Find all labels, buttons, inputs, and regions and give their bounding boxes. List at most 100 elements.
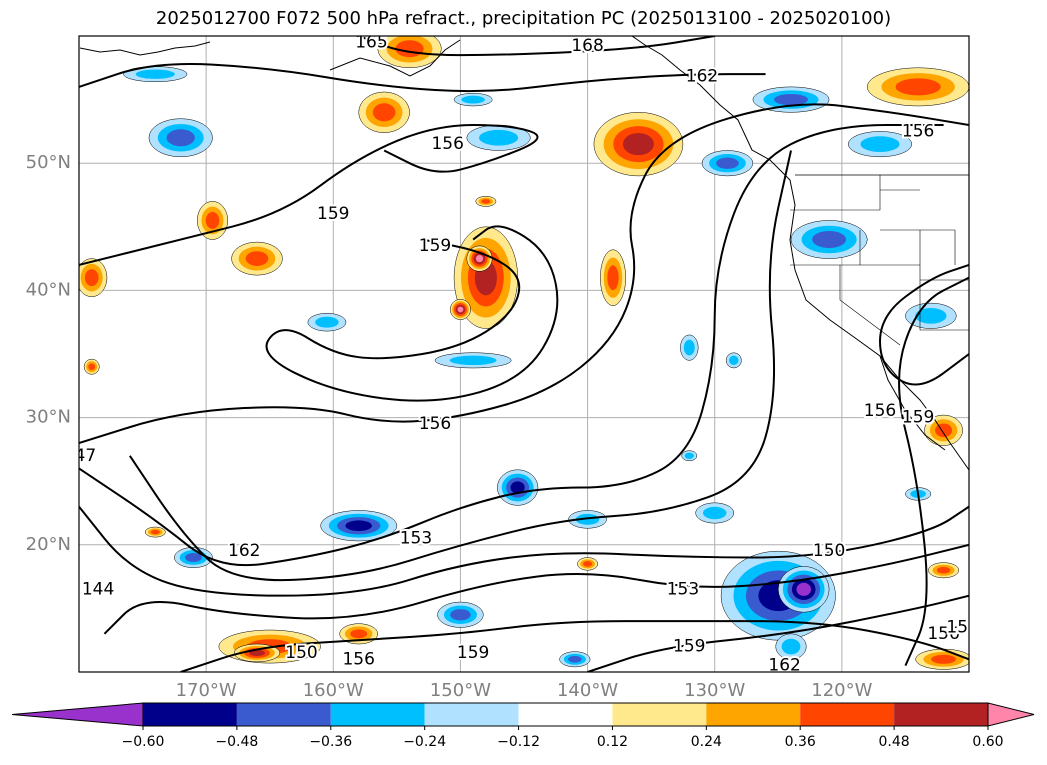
negative-precip-anomaly	[790, 220, 868, 259]
contour-label: 153	[946, 617, 978, 637]
precip-level-2	[684, 452, 694, 459]
precip-level-3	[716, 157, 739, 169]
contour-135	[878, 264, 969, 386]
colorbar-tick-label: −0.24	[403, 734, 446, 750]
alaska-coastline	[79, 39, 461, 77]
precip-level-3	[150, 529, 160, 535]
contour-label: 156	[419, 414, 451, 434]
contour-162	[79, 62, 766, 93]
colorbar-segment	[236, 703, 331, 726]
contour-label: 156	[864, 401, 896, 421]
lon-tick-label: 160°W	[303, 680, 364, 701]
contour-144	[103, 543, 969, 635]
precip-level-3	[372, 103, 396, 122]
negative-precip-anomaly	[497, 469, 539, 506]
contour-label: 159	[317, 204, 349, 224]
contour-label: 162	[686, 67, 718, 87]
baja-coastline	[879, 355, 946, 451]
contour-159	[79, 124, 539, 266]
contour-label: 159	[419, 236, 451, 256]
precip-level-2	[479, 129, 519, 146]
map-title: 2025012700 F072 500 hPa refract., precip…	[155, 8, 892, 29]
precip-level-3	[88, 363, 96, 371]
negative-precip-anomaly	[681, 450, 698, 462]
map-frame	[78, 35, 970, 673]
precip-level-2	[781, 638, 801, 655]
colorbar-tick-label: 0.60	[972, 734, 1003, 750]
contour-label: 162	[228, 541, 260, 561]
precip-level-3	[184, 552, 202, 563]
negative-precip-anomaly	[559, 651, 591, 668]
colorbar-tick-label: −0.60	[122, 734, 165, 750]
contour-165	[358, 36, 715, 57]
positive-precip-anomaly	[577, 557, 598, 571]
precip-level-3	[583, 561, 593, 567]
precip-level-2	[683, 339, 695, 356]
positive-precip-anomaly	[144, 526, 166, 538]
contour-159	[265, 225, 559, 402]
colorbar-outline	[142, 702, 989, 727]
negative-precip-anomaly	[437, 601, 484, 628]
negative-precip-anomaly	[725, 352, 742, 369]
north-america-coastline	[631, 36, 969, 471]
colorbar-tick-label: −0.36	[309, 734, 352, 750]
precip-level-3	[450, 609, 471, 621]
precip-level-3	[931, 654, 957, 664]
colorbar-segment	[143, 703, 237, 726]
colorbar	[11, 702, 1035, 727]
precip-level-4	[510, 481, 525, 494]
precip-level-5	[475, 254, 484, 263]
positive-precip-anomaly	[358, 91, 410, 133]
contour-label: 47	[75, 446, 97, 466]
precip-level-2	[729, 355, 739, 366]
negative-precip-anomaly	[695, 502, 735, 524]
contour-label: 165	[355, 32, 387, 52]
colorbar-segment	[800, 703, 895, 726]
positive-precip-anomaly	[915, 648, 969, 670]
negative-precip-anomaly	[453, 92, 493, 107]
longitude-labels: 170°W 160°W 150°W 140°W 130°W 120°W	[176, 680, 873, 701]
contour-150	[129, 150, 792, 582]
precip-level-3	[481, 199, 491, 204]
precip-level-3	[395, 40, 424, 58]
contour-label: 168	[571, 36, 603, 56]
precip-level-4	[345, 520, 372, 532]
precip-level-3	[84, 269, 99, 287]
contour-label: 144	[82, 579, 114, 599]
precip-level-3	[568, 655, 582, 663]
precip-level-3	[812, 231, 847, 248]
precip-level-2	[449, 355, 497, 366]
precip-level-2	[915, 308, 947, 324]
positive-precip-anomaly	[867, 67, 969, 107]
precip-level-3	[774, 93, 808, 106]
colorbar-tick-label: 0.48	[879, 734, 910, 750]
contour-label: 156	[902, 121, 934, 141]
colorbar-segment	[894, 703, 988, 726]
negative-precip-anomaly	[307, 313, 347, 332]
precip-level-2	[702, 506, 727, 520]
coastlines	[79, 36, 969, 471]
contour-159	[587, 594, 969, 672]
precip-level-3	[350, 629, 368, 639]
precip-level-3	[936, 566, 951, 574]
negative-precip-anomaly	[905, 302, 957, 329]
positive-precip-anomaly	[593, 112, 684, 177]
colorbar-tick-label: −0.48	[215, 734, 258, 750]
colorbar-tick-label: 0.36	[785, 734, 816, 750]
colorbar-tick-label: 0.24	[691, 734, 722, 750]
contour-label: 153	[400, 528, 432, 548]
contour-label: 150	[813, 541, 845, 561]
precip-level-2	[135, 69, 175, 79]
negative-precip-anomaly	[434, 352, 512, 369]
contour-147	[79, 505, 969, 597]
contour-138	[898, 276, 969, 667]
lat-tick-label: 50°N	[26, 152, 71, 173]
latitude-labels: 20°N 30°N 40°N 50°N	[26, 152, 71, 555]
lon-tick-label: 170°W	[176, 680, 237, 701]
negative-precip-anomaly	[123, 66, 188, 83]
lon-tick-label: 120°W	[811, 680, 872, 701]
negative-precip-anomaly	[680, 334, 699, 361]
height-contours	[79, 36, 969, 672]
contour-label: 156	[342, 649, 374, 669]
positive-precip-anomaly	[79, 258, 108, 298]
